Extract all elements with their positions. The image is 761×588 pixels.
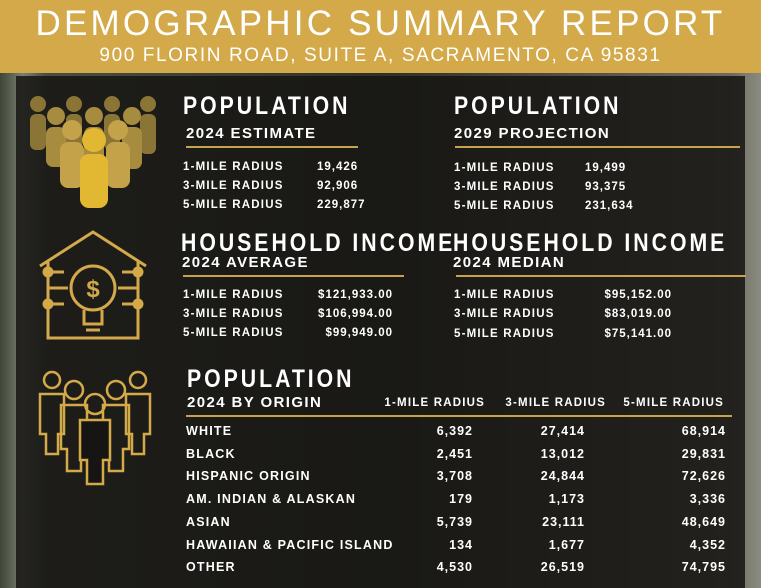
stat-label: 3-MILE RADIUS	[183, 308, 284, 320]
stat-value: $83,019.00	[604, 308, 672, 320]
stat-value: $99,949.00	[325, 327, 393, 339]
svg-text:$: $	[86, 276, 100, 303]
origin-row-value: 4,530	[436, 560, 473, 575]
origin-row-value: 4,352	[689, 537, 726, 552]
divider	[456, 275, 746, 277]
divider	[186, 146, 358, 148]
stat-value: 93,375	[585, 181, 627, 193]
divider	[186, 415, 732, 417]
origin-title: POPULATION	[187, 365, 355, 393]
stat-value: 19,499	[585, 162, 627, 174]
origin-row-label: ASIAN	[186, 514, 231, 529]
origin-row-value: 2,451	[436, 446, 473, 461]
income-average-title: HOUSEHOLD INCOME	[181, 229, 456, 257]
stat-label: 5-MILE RADIUS	[454, 328, 555, 340]
stat-label: 5-MILE RADIUS	[183, 199, 284, 211]
stat-label: 1-MILE RADIUS	[454, 162, 555, 174]
population-estimate-title: POPULATION	[183, 92, 351, 120]
origin-row-value: 1,173	[548, 492, 585, 507]
origin-row-value: 3,336	[689, 492, 726, 507]
property-address: 900 FLORIN ROAD, SUITE A, SACRAMENTO, CA…	[99, 45, 662, 66]
origin-row-value: 5,739	[436, 514, 473, 529]
people-outline-icon	[38, 370, 152, 486]
origin-row-label: HAWAIIAN & PACIFIC ISLAND	[186, 537, 394, 552]
header-banner: DEMOGRAPHIC SUMMARY REPORT 900 FLORIN RO…	[0, 0, 761, 73]
origin-row-label: AM. INDIAN & ALASKAN	[186, 492, 357, 507]
stat-label: 1-MILE RADIUS	[454, 289, 555, 301]
stat-value: $121,933.00	[318, 289, 393, 301]
stat-value: $75,141.00	[604, 328, 672, 340]
stat-label: 5-MILE RADIUS	[183, 327, 284, 339]
origin-row-value: 1,677	[548, 537, 585, 552]
origin-row-value: 134	[449, 537, 473, 552]
origin-row-value: 27,414	[540, 424, 585, 438]
stat-label: 3-MILE RADIUS	[454, 308, 555, 320]
origin-row-label: WHITE	[186, 424, 233, 438]
origin-row-value: 13,012	[540, 446, 585, 461]
origin-row-value: 48,649	[681, 514, 726, 529]
column-header: 5-MILE RADIUS	[623, 397, 724, 409]
divider	[183, 275, 404, 277]
stat-label: 1-MILE RADIUS	[183, 289, 284, 301]
stat-label: 3-MILE RADIUS	[183, 180, 284, 192]
origin-row-value: 74,795	[681, 560, 726, 575]
stat-value: 229,877	[317, 199, 366, 211]
stat-label: 5-MILE RADIUS	[454, 200, 555, 212]
origin-row-value: 23,111	[542, 514, 585, 529]
stat-value: 92,906	[317, 180, 359, 192]
stat-value: $95,152.00	[604, 289, 672, 301]
origin-row-value: 29,831	[681, 446, 726, 461]
stat-value: 19,426	[317, 161, 359, 173]
origin-row-value: 24,844	[540, 469, 585, 484]
origin-row-value: 3,708	[436, 469, 473, 484]
origin-row-value: 72,626	[681, 469, 726, 484]
stat-label: 3-MILE RADIUS	[454, 181, 555, 193]
population-projection-title: POPULATION	[454, 92, 622, 120]
house-lightbulb-dollar-icon: $	[39, 230, 147, 340]
income-median-title: HOUSEHOLD INCOME	[453, 229, 728, 257]
origin-row-label: HISPANIC ORIGIN	[186, 469, 311, 484]
income-average-subtitle: 2024 AVERAGE	[182, 254, 309, 271]
stat-value: 231,634	[585, 200, 634, 212]
stat-value: $106,994.00	[318, 308, 393, 320]
people-group-icon	[30, 96, 156, 208]
origin-row-value: 26,519	[540, 560, 585, 575]
column-header: 3-MILE RADIUS	[505, 397, 606, 409]
origin-row-value: 179	[449, 492, 473, 507]
origin-row-label: OTHER	[186, 560, 236, 575]
population-projection-subtitle: 2029 PROJECTION	[454, 125, 611, 142]
origin-row-label: BLACK	[186, 446, 236, 461]
origin-subtitle: 2024 BY ORIGIN	[187, 394, 323, 411]
origin-row-value: 68,914	[681, 424, 726, 438]
population-estimate-subtitle: 2024 ESTIMATE	[186, 125, 317, 142]
report-title: DEMOGRAPHIC SUMMARY REPORT	[35, 4, 726, 43]
stat-label: 1-MILE RADIUS	[183, 161, 284, 173]
income-median-subtitle: 2024 MEDIAN	[453, 254, 566, 271]
divider	[455, 146, 740, 148]
column-header: 1-MILE RADIUS	[384, 397, 485, 409]
origin-row-value: 6,392	[436, 424, 473, 438]
